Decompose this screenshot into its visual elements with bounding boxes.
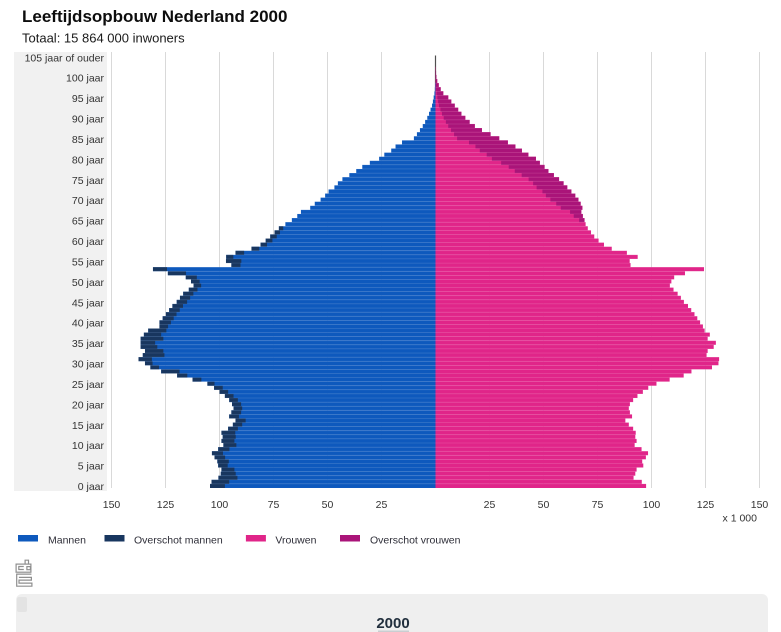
- svg-text:125: 125: [157, 499, 175, 511]
- svg-text:Mannen: Mannen: [48, 535, 86, 547]
- svg-text:Leeftijdsopbouw Nederland 2000: Leeftijdsopbouw Nederland 2000: [22, 7, 287, 26]
- svg-text:40 jaar: 40 jaar: [72, 318, 105, 330]
- svg-text:70 jaar: 70 jaar: [72, 195, 105, 207]
- svg-text:150: 150: [103, 499, 121, 511]
- svg-text:Totaal: 15 864 000 inwoners: Totaal: 15 864 000 inwoners: [22, 31, 185, 46]
- svg-text:100: 100: [211, 499, 229, 511]
- svg-text:25: 25: [376, 499, 388, 511]
- svg-text:45 jaar: 45 jaar: [72, 297, 105, 309]
- svg-text:25 jaar: 25 jaar: [72, 379, 105, 391]
- svg-text:50 jaar: 50 jaar: [72, 277, 105, 289]
- svg-text:100: 100: [643, 499, 661, 511]
- svg-text:125: 125: [697, 499, 715, 511]
- svg-text:50: 50: [322, 499, 334, 511]
- svg-text:100 jaar: 100 jaar: [66, 73, 104, 85]
- svg-text:80 jaar: 80 jaar: [72, 154, 105, 166]
- svg-text:85 jaar: 85 jaar: [72, 134, 105, 146]
- svg-text:150: 150: [751, 499, 769, 511]
- svg-text:Vrouwen: Vrouwen: [275, 535, 316, 547]
- svg-text:30 jaar: 30 jaar: [72, 359, 105, 371]
- svg-text:65 jaar: 65 jaar: [72, 216, 105, 228]
- svg-text:55 jaar: 55 jaar: [72, 256, 105, 268]
- svg-text:105 jaar of ouder: 105 jaar of ouder: [25, 52, 105, 64]
- svg-text:35 jaar: 35 jaar: [72, 338, 105, 350]
- svg-text:60 jaar: 60 jaar: [72, 236, 105, 248]
- svg-text:x 1 000: x 1 000: [723, 513, 758, 525]
- svg-text:90 jaar: 90 jaar: [72, 114, 105, 126]
- svg-text:50: 50: [538, 499, 550, 511]
- svg-text:75 jaar: 75 jaar: [72, 175, 105, 187]
- svg-text:75: 75: [268, 499, 280, 511]
- svg-text:75: 75: [592, 499, 604, 511]
- svg-text:95 jaar: 95 jaar: [72, 93, 105, 105]
- svg-text:Overschot mannen: Overschot mannen: [134, 535, 223, 547]
- svg-text:Overschot vrouwen: Overschot vrouwen: [370, 535, 461, 547]
- svg-text:10 jaar: 10 jaar: [72, 440, 105, 452]
- svg-text:2000: 2000: [376, 615, 409, 632]
- svg-text:15 jaar: 15 jaar: [72, 420, 105, 432]
- svg-text:25: 25: [484, 499, 496, 511]
- svg-text:0 jaar: 0 jaar: [78, 481, 105, 493]
- svg-text:20 jaar: 20 jaar: [72, 399, 105, 411]
- svg-text:5 jaar: 5 jaar: [78, 461, 105, 473]
